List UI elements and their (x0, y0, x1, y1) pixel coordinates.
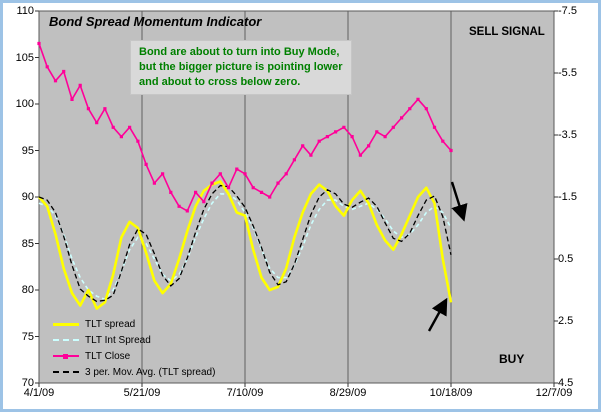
left-axis-tick-label: 70 (21, 377, 34, 389)
legend-label: TLT Close (85, 350, 131, 362)
right-axis-tick-label: -7.5 (558, 5, 577, 17)
tlt-close-line-sample (53, 353, 79, 359)
left-axis-tick-label: 85 (21, 237, 34, 250)
legend-item-moving-average: 3 per. Mov. Avg. (TLT spread) (53, 364, 215, 380)
right-axis-tick-label: 0.5 (558, 253, 574, 265)
left-axis-tick-label: 95 (21, 144, 34, 157)
legend-label: 3 per. Mov. Avg. (TLT spread) (85, 366, 216, 378)
legend-item-tlt-spread: TLT spread (53, 316, 215, 332)
moving-average-line-sample (53, 371, 79, 373)
x-axis-tick-label: 12/7/09 (535, 387, 573, 399)
chart-title: Bond Spread Momentum Indicator (49, 14, 262, 29)
tlt-spread-line (38, 180, 453, 310)
annotation-note: Bond are about to turn into Buy Mode, bu… (130, 40, 352, 95)
square-marker-icon (63, 353, 68, 359)
right-axis-tick-label: -5.5 (558, 67, 577, 79)
tlt-spread-line-sample (53, 322, 79, 326)
x-axis-tick-label: 7/10/09 (226, 387, 264, 399)
right-axis-tick-label: -3.5 (558, 129, 577, 141)
legend-item-tlt-close: TLT Close (53, 348, 215, 364)
sell-signal-label: SELL SIGNAL (469, 26, 545, 38)
x-axis-tick-label: 5/21/09 (123, 387, 161, 399)
left-axis-tick-label: 105 (15, 51, 34, 64)
right-axis-tick-label: 4.5 (558, 377, 574, 389)
legend-label: TLT Int Spread (85, 334, 151, 346)
x-axis-tick-label: 10/18/09 (429, 387, 473, 399)
right-axis-tick-label: -1.5 (558, 191, 577, 203)
left-axis-tick-label: 75 (21, 330, 34, 343)
legend-item-tlt-int-spread: TLT Int Spread (53, 332, 215, 348)
right-axis-tick-label: 2.5 (558, 315, 574, 327)
legend-label: TLT spread (85, 318, 136, 330)
buy-signal-label: BUY (499, 352, 525, 366)
annotation-arrow (427, 297, 448, 332)
left-axis-tick-label: 100 (15, 98, 34, 110)
legend: TLT spread TLT Int Spread TLT Close 3 pe… (53, 316, 215, 380)
annotation-arrow (450, 181, 468, 222)
tlt-int-spread-line-sample (53, 339, 79, 341)
left-axis-tick-label: 80 (21, 284, 34, 296)
left-axis-tick-label: 90 (21, 191, 34, 203)
x-axis-tick-label: 4/1/09 (23, 387, 55, 399)
moving-average-line (38, 184, 452, 303)
left-axis-tick-label: 110 (16, 5, 34, 17)
x-axis-tick-label: 8/29/09 (329, 387, 367, 399)
